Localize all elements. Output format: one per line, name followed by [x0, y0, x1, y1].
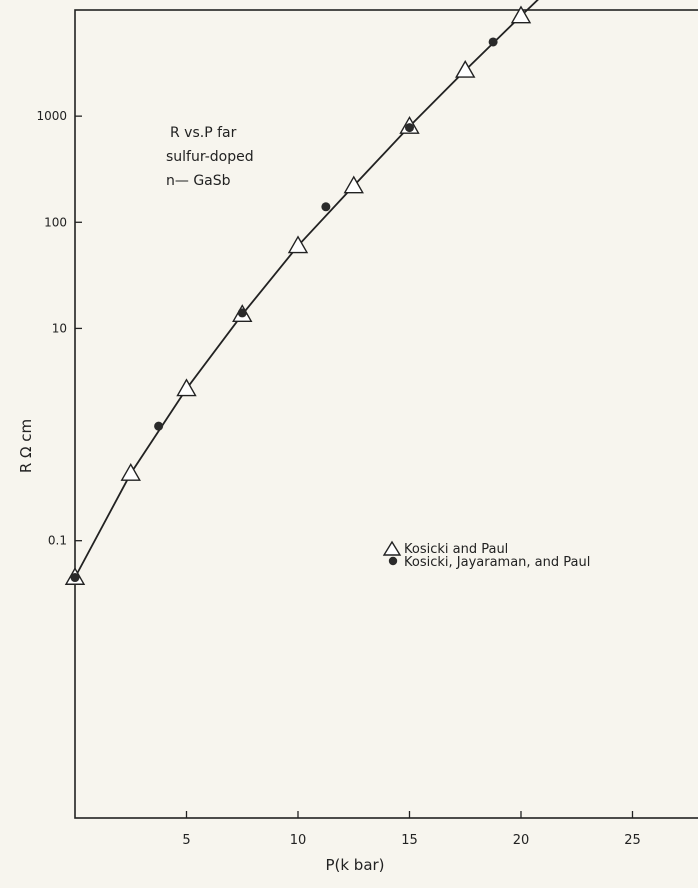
x-axis: 5 10 15 20 25 — [182, 811, 641, 848]
y-tick-label: 0.1 — [48, 534, 67, 548]
x-tick-label: 15 — [401, 833, 418, 848]
legend-label-1: Kosicki and Paul — [404, 542, 508, 557]
data-point-triangle — [343, 175, 364, 194]
x-tick-label: 20 — [513, 833, 530, 848]
y-axis-label: R Ω cm — [17, 419, 35, 473]
plot-frame — [74, 9, 698, 819]
x-tick-label: 25 — [624, 833, 641, 848]
annotation-line-3: n— GaSb — [166, 173, 231, 189]
data-point-circle — [321, 202, 331, 212]
annotation-line-2: sulfur-doped — [166, 149, 254, 165]
legend-label-2: Kosicki, Jayaraman, and Paul — [404, 555, 590, 570]
x-axis-label: P(k bar) — [325, 856, 384, 874]
data-point-triangle — [287, 235, 309, 254]
data-point-circle — [70, 573, 80, 583]
data-point-triangle — [455, 59, 476, 78]
data-point-circle — [237, 308, 247, 318]
legend-marker-circle — [388, 556, 398, 566]
y-tick-label: 1000 — [36, 109, 67, 123]
x-tick-label: 5 — [182, 833, 190, 848]
data-point-circle — [488, 37, 498, 47]
x-tick-label: 10 — [290, 833, 307, 848]
legend-marker-triangle — [382, 540, 402, 556]
data-point-triangle — [510, 5, 532, 24]
data-point-circle — [154, 421, 164, 431]
annotation-line-1: R vs.P far — [170, 125, 237, 141]
legend: Kosicki and Paul Kosicki, Jayaraman, and… — [382, 540, 590, 570]
fit-curve — [74, 0, 539, 578]
y-tick-label: 10 — [52, 321, 67, 335]
data-point-triangle — [176, 378, 197, 397]
data-point-circle — [404, 123, 414, 133]
annotation: R vs.P far sulfur-doped n— GaSb — [166, 125, 254, 189]
data-point-triangle — [120, 463, 141, 481]
series-layer — [64, 5, 532, 585]
y-axis: 0.1 10 100 1000 — [36, 109, 82, 548]
y-tick-label: 100 — [44, 215, 67, 229]
